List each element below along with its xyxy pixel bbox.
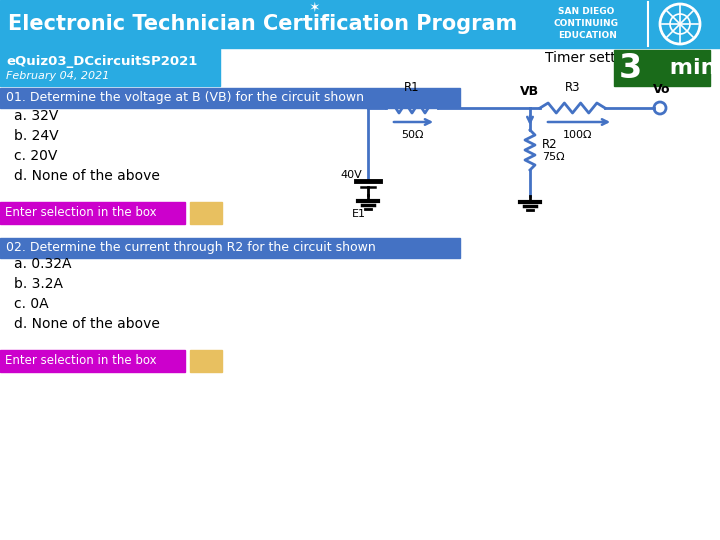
Text: Vo: Vo xyxy=(653,83,671,96)
Text: R3: R3 xyxy=(564,81,580,94)
Bar xyxy=(0,350,185,372)
Bar xyxy=(190,202,222,224)
Text: eQuiz03_DCcircuitSP2021: eQuiz03_DCcircuitSP2021 xyxy=(6,56,197,69)
Text: b. 24V: b. 24V xyxy=(14,129,58,143)
Text: E1: E1 xyxy=(352,209,366,219)
Text: d. None of the above: d. None of the above xyxy=(14,169,160,183)
Text: b. 3.2A: b. 3.2A xyxy=(14,277,63,291)
Bar xyxy=(614,50,710,86)
Text: CONTINUING: CONTINUING xyxy=(554,19,619,29)
Bar xyxy=(0,48,220,86)
Text: EDUCATION: EDUCATION xyxy=(558,31,617,40)
Text: Enter selection in the box: Enter selection in the box xyxy=(5,354,157,368)
Text: 100Ω: 100Ω xyxy=(563,130,593,140)
Text: c. 0A: c. 0A xyxy=(14,297,49,311)
Bar xyxy=(0,238,460,258)
Text: min: min xyxy=(662,58,716,78)
Text: 01. Determine the voltage at B (VB) for the circuit shown: 01. Determine the voltage at B (VB) for … xyxy=(6,91,364,105)
Bar xyxy=(0,88,460,108)
Text: 75Ω: 75Ω xyxy=(542,152,564,162)
Text: Electronic Technician Certification Program: Electronic Technician Certification Prog… xyxy=(8,14,517,34)
Bar xyxy=(0,0,720,48)
Text: R2: R2 xyxy=(542,138,557,151)
Text: c. 20V: c. 20V xyxy=(14,149,58,163)
Text: a. 0.32A: a. 0.32A xyxy=(14,257,71,271)
Text: February 04, 2021: February 04, 2021 xyxy=(6,71,109,81)
Bar xyxy=(0,202,185,224)
Text: ✶: ✶ xyxy=(309,1,321,15)
Text: 3: 3 xyxy=(618,51,642,84)
Text: 40V: 40V xyxy=(340,170,361,180)
Text: SAN DIEGO: SAN DIEGO xyxy=(558,8,614,17)
Text: Timer setting: Timer setting xyxy=(545,51,637,65)
Text: a. 32V: a. 32V xyxy=(14,109,58,123)
Text: Enter selection in the box: Enter selection in the box xyxy=(5,206,157,219)
Bar xyxy=(190,350,222,372)
Text: d. None of the above: d. None of the above xyxy=(14,317,160,331)
Text: R1: R1 xyxy=(404,81,420,94)
Text: 02. Determine the current through R2 for the circuit shown: 02. Determine the current through R2 for… xyxy=(6,241,376,254)
Text: 50Ω: 50Ω xyxy=(401,130,423,140)
Text: VB: VB xyxy=(521,85,539,98)
